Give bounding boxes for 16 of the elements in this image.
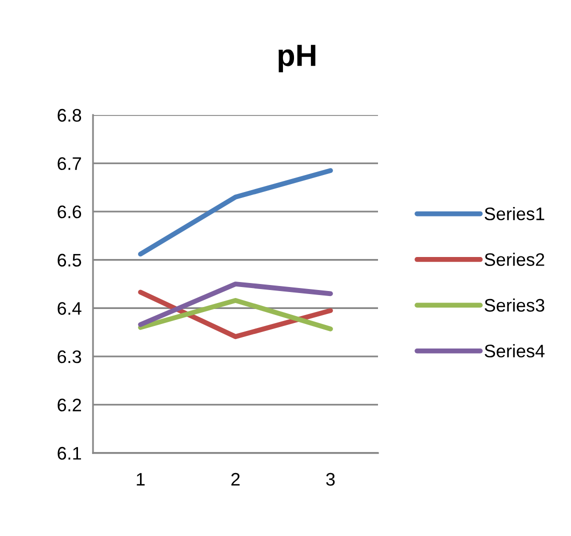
y-tick-label: 6.6 — [58, 206, 82, 218]
y-tick-label: 6.2 — [58, 398, 81, 412]
y-tick-label: 6.8 — [58, 108, 82, 122]
y-tick-label: 6.5 — [58, 254, 82, 267]
x-tick-label: 1 — [136, 473, 145, 486]
legend-label: Series2 — [484, 252, 544, 266]
x-tick-label: 2 — [231, 472, 240, 486]
y-tick-label: 6.7 — [58, 157, 81, 170]
y-tick-label: 6.3 — [58, 350, 82, 364]
legend-label: Series4 — [484, 344, 545, 358]
legend-label: Series3 — [484, 298, 544, 312]
chart-title: pH — [278, 44, 316, 72]
x-tick-label: 3 — [326, 472, 335, 486]
y-tick-label: 6.4 — [58, 302, 82, 315]
y-tick-label: 6.1 — [58, 446, 82, 460]
legend-label: Series1 — [484, 207, 544, 220]
